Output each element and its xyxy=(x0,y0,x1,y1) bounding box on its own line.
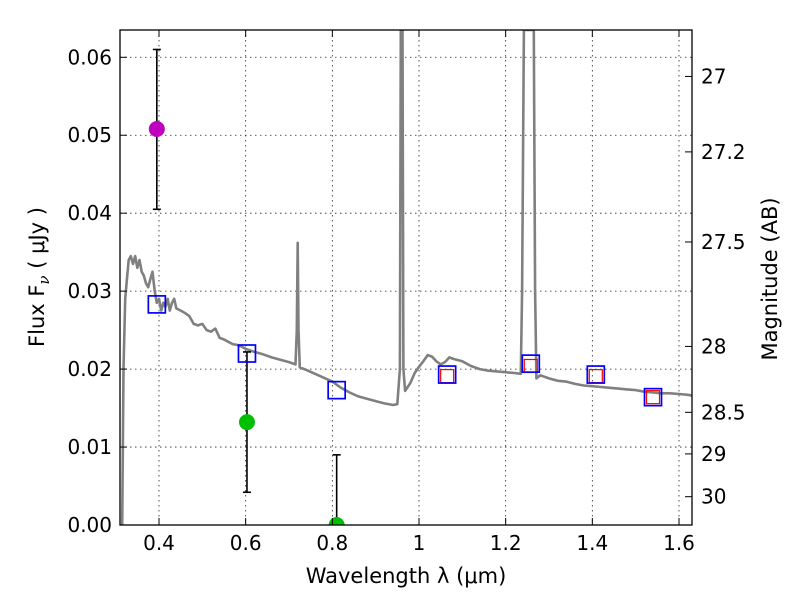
x-axis-label: Wavelength λ (μm) xyxy=(306,564,507,588)
x-tick-label-0: 0.4 xyxy=(143,531,175,555)
observed-box-0 xyxy=(440,369,455,384)
y-tick-label-3: 0.03 xyxy=(67,279,112,303)
axes xyxy=(119,29,693,526)
y-axis-label: Flux Fν ( μJy ) xyxy=(25,207,53,347)
y-tick-label-2: 0.02 xyxy=(67,357,112,381)
model-box-2 xyxy=(327,380,347,400)
observed-box-2 xyxy=(588,369,603,384)
x-tick-label-6: 1.6 xyxy=(663,531,695,555)
y-tick-label-5: 0.05 xyxy=(67,123,112,147)
x-tick-label-3: 1 xyxy=(413,531,426,555)
y-axis-label-unit: ( μJy ) xyxy=(25,207,49,275)
model-box-6 xyxy=(643,387,663,407)
y-tick-label-4: 0.04 xyxy=(67,201,112,225)
plot-frame xyxy=(119,29,693,526)
model-box-1 xyxy=(237,344,257,363)
model-box-0 xyxy=(147,295,167,314)
data-point-1 xyxy=(238,414,255,431)
y-tick-label-0: 0.00 xyxy=(67,513,112,537)
x-tick-label-2: 0.8 xyxy=(316,531,348,555)
tick-labels: 0.4 0.6 0.8 1 1.2 1.4 1.6 0.00 0.01 0.02 0.03 0.04 0… xyxy=(67,45,745,555)
right-tick-label-4: 28.5 xyxy=(701,400,746,424)
right-tick-label-5: 29 xyxy=(701,442,726,466)
data-point-2 xyxy=(328,517,345,525)
right-tick-label-3: 28 xyxy=(701,334,726,358)
x-tick-label-4: 1.2 xyxy=(490,531,522,555)
y-axis-label-text: Flux F xyxy=(25,285,49,347)
model-box-5 xyxy=(586,365,606,384)
photometry-boxes xyxy=(147,295,663,407)
right-tick-label-2: 27.5 xyxy=(701,230,746,254)
spectrum-line xyxy=(120,30,692,525)
x-tick-label-1: 0.6 xyxy=(230,531,262,555)
spectrum-series xyxy=(120,30,692,525)
grid xyxy=(120,30,692,525)
y-tick-label-6: 0.06 xyxy=(67,45,112,69)
observed-box-3 xyxy=(645,390,661,405)
right-tick-label-0: 27 xyxy=(701,64,726,88)
data-point-0 xyxy=(148,121,165,137)
right-tick-label-1: 27.2 xyxy=(701,140,746,164)
errorbar-series xyxy=(148,48,345,525)
y-tick-label-1: 0.01 xyxy=(67,435,112,459)
right-tick-label-6: 30 xyxy=(701,485,726,509)
y-axis-label-subscript: ν xyxy=(35,275,53,284)
right-axis-label: Magnitude (AB) xyxy=(758,197,782,360)
x-tick-label-5: 1.4 xyxy=(576,531,608,555)
model-box-4 xyxy=(521,354,541,373)
model-box-3 xyxy=(437,365,457,384)
